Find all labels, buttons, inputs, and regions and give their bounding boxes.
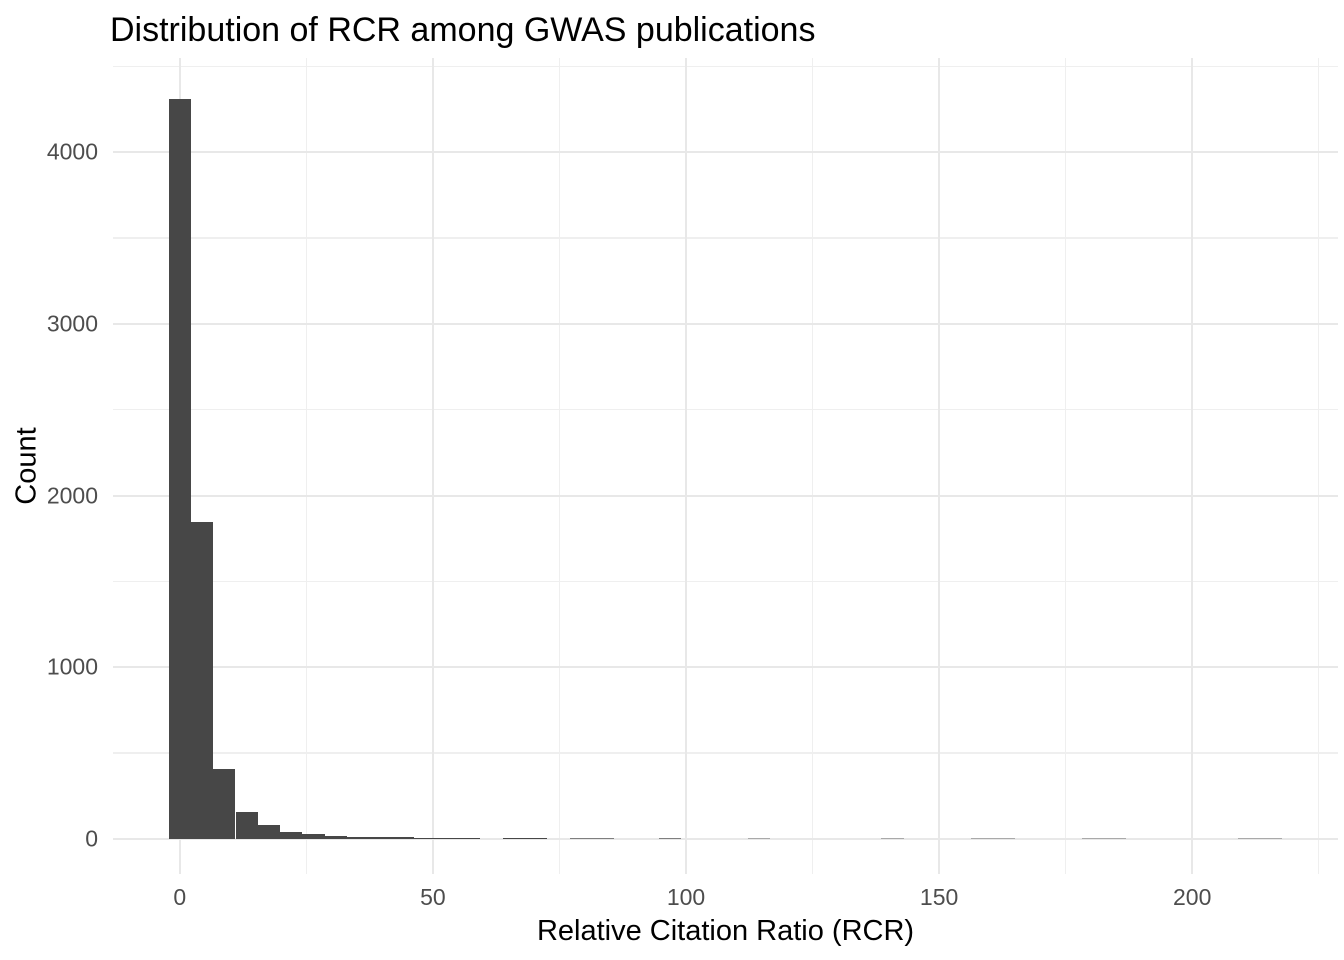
gridline-y-major	[113, 494, 1338, 497]
histogram-bar	[1104, 837, 1127, 839]
histogram-bar	[569, 837, 592, 839]
histogram-bar	[970, 837, 993, 839]
y-tick-label: 0	[85, 825, 98, 852]
histogram-bar	[435, 838, 459, 839]
histogram-bar	[881, 837, 904, 839]
histogram-bar	[747, 837, 771, 839]
gridline-y-minor	[113, 752, 1338, 754]
histogram-bar	[235, 812, 258, 839]
plot-panel	[113, 58, 1338, 874]
histogram-bar	[324, 835, 347, 839]
histogram-bar	[658, 837, 681, 839]
gridline-x-minor	[305, 58, 308, 874]
y-tick-label: 3000	[46, 310, 98, 337]
histogram-bar	[413, 837, 436, 839]
histogram-bar	[502, 838, 526, 839]
histogram-bar	[257, 825, 281, 839]
x-tick-label: 100	[666, 884, 706, 910]
gridline-x-minor	[811, 58, 814, 874]
y-axis-title: Count	[10, 427, 43, 505]
histogram-bar	[525, 838, 548, 839]
gridline-x-major	[938, 58, 941, 874]
gridline-y-minor	[113, 237, 1338, 239]
histogram-bar	[369, 837, 392, 839]
y-tick-label: 1000	[46, 653, 98, 680]
gridline-y-major	[113, 151, 1338, 154]
gridline-y-major	[113, 322, 1338, 326]
histogram-bar	[391, 836, 414, 839]
gridline-x-minor	[1318, 58, 1320, 874]
histogram-bar	[1237, 837, 1261, 839]
histogram-bar	[458, 838, 481, 839]
gridline-x-major	[431, 58, 434, 874]
x-tick-label: 50	[420, 884, 446, 910]
histogram-bar	[302, 834, 325, 839]
histogram-bar	[213, 769, 236, 839]
histogram-bar	[992, 837, 1016, 839]
gridline-y-minor	[113, 580, 1338, 583]
gridline-y-major	[113, 837, 1338, 840]
histogram-bar	[591, 837, 615, 839]
histogram-bar	[346, 836, 370, 839]
gridline-y-major	[113, 666, 1338, 669]
histogram-bar	[1260, 837, 1283, 839]
x-tick-label: 150	[919, 884, 959, 910]
gridline-y-minor	[113, 65, 1338, 68]
x-tick-label: 0	[173, 884, 187, 910]
gridline-x-minor	[558, 58, 561, 874]
gridline-x-major	[684, 58, 688, 874]
gridline-x-major	[1191, 58, 1194, 874]
gridline-y-minor	[113, 409, 1338, 411]
x-axis-title: Relative Citation Ratio (RCR)	[536, 915, 915, 947]
histogram-bar	[280, 831, 303, 839]
histogram-bar	[1081, 837, 1105, 839]
chart-title: Distribution of RCR among GWAS publicati…	[110, 11, 816, 49]
histogram-bar	[190, 522, 214, 839]
x-tick-label: 200	[1173, 884, 1212, 910]
gridline-x-minor	[1064, 58, 1067, 874]
y-tick-label: 4000	[46, 138, 98, 165]
histogram-bar	[168, 99, 191, 839]
